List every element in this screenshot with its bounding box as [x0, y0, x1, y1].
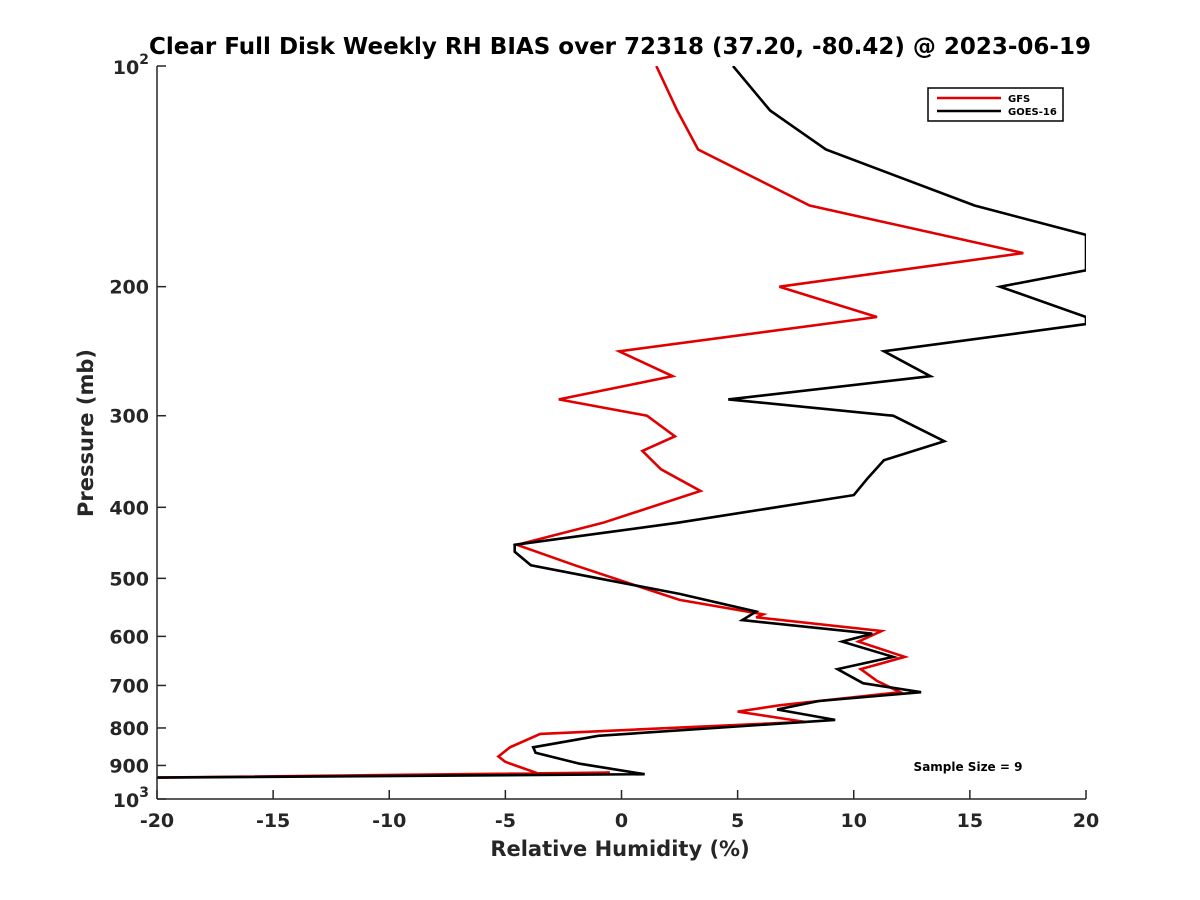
x-tick-label: -20 — [140, 810, 174, 832]
y-tick-label-bottom: 103 — [113, 785, 149, 812]
y-tick-label-top: 102 — [113, 52, 149, 79]
plot-area — [157, 66, 1086, 799]
series-line-gfs — [157, 66, 1024, 779]
y-tick-label: 600 — [109, 626, 149, 648]
y-tick-label: 300 — [109, 406, 149, 428]
x-tick-label: 0 — [615, 810, 628, 832]
y-tick-label: 400 — [109, 497, 149, 519]
y-axis-label: Pressure (mb) — [74, 349, 98, 517]
legend-label: GOES-16 — [1008, 107, 1057, 118]
y-tick-label: 900 — [109, 755, 149, 777]
x-tick-label: -10 — [372, 810, 406, 832]
tick-labels: -20 -15 -10 -5 0 5 10 15 20 200 300 400 500 600 700 800… — [109, 52, 1099, 832]
y-tick-label: 700 — [109, 675, 149, 697]
sample-size-annotation: Sample Size = 9 — [914, 760, 1023, 774]
x-tick-label: -5 — [495, 810, 516, 832]
series-layer — [157, 66, 1086, 779]
legend: GFS GOES-16 — [927, 87, 1064, 122]
chart-title: Clear Full Disk Weekly RH BIAS over 7231… — [149, 34, 1091, 60]
y-tick-label: 500 — [109, 568, 149, 590]
x-tick-label: 5 — [731, 810, 744, 832]
legend-box — [927, 87, 1064, 122]
x-tick-label: 15 — [957, 810, 983, 832]
axes-layer — [156, 65, 1087, 800]
legend-label: GFS — [1008, 94, 1030, 105]
y-tick-label: 200 — [109, 277, 149, 299]
series-line-goes-16 — [157, 66, 1086, 779]
y-tick-label: 800 — [109, 718, 149, 740]
x-tick-label: 10 — [841, 810, 867, 832]
x-tick-label: 20 — [1073, 810, 1099, 832]
x-axis-label: Relative Humidity (%) — [490, 837, 749, 861]
x-tick-label: -15 — [256, 810, 290, 832]
